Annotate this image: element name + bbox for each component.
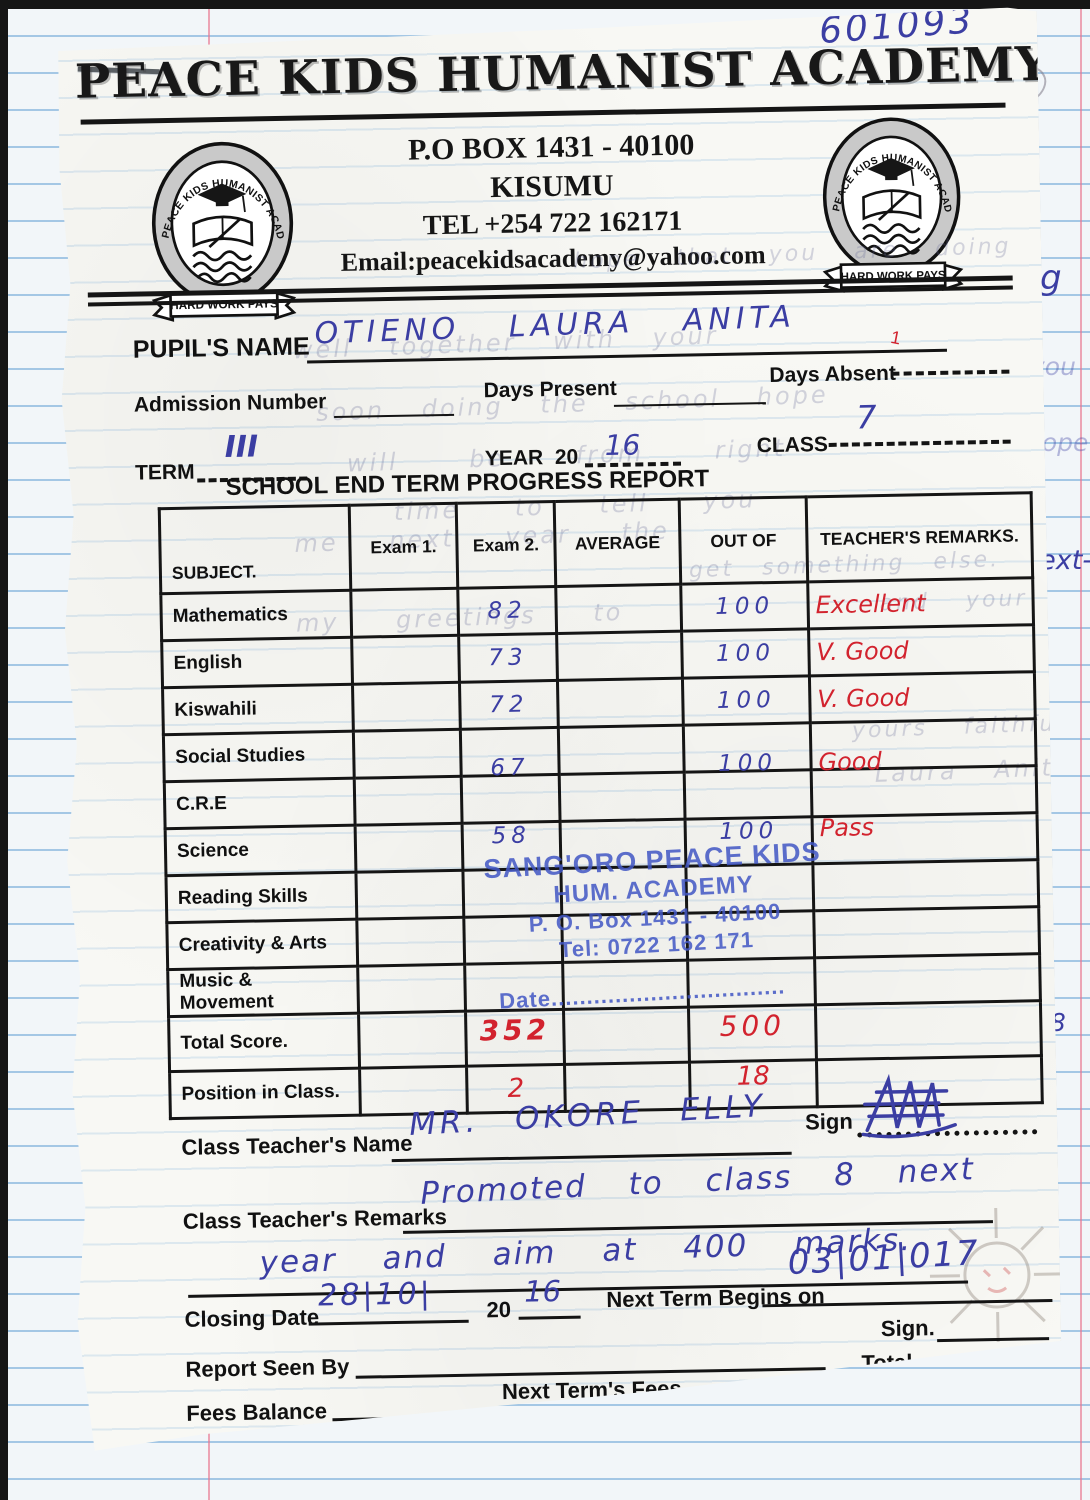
report-card-sheet: 601093 PEACE KIDS HUMANIST ACADEMY P.O B…: [49, 7, 1063, 1467]
report-seen-label: Report Seen By: [185, 1353, 350, 1382]
closing-date-line: [309, 1320, 469, 1326]
teacher-name-line: [392, 1152, 792, 1162]
class-dashes: [829, 440, 1011, 447]
remark-handwritten: V. Good: [817, 683, 910, 714]
outof-handwritten: 100: [715, 639, 776, 668]
graduation-cap-icon: [867, 158, 915, 187]
score-handwritten: 67: [490, 754, 530, 782]
closing-year-prefix: 20: [486, 1296, 512, 1323]
closing-date-value: 28|10|: [317, 1276, 434, 1314]
school-crest: PEACE KIDS HUMANIST ACADEMY: [813, 114, 971, 302]
class-label: CLASS: [756, 432, 829, 458]
term-value: III: [224, 429, 259, 466]
school-name: PEACE KIDS HUMANIST ACADEMY: [74, 36, 1050, 110]
class-value: 7: [855, 398, 877, 437]
col-exam2: Exam 2.: [456, 501, 556, 588]
days-absent-dashes: [891, 370, 1009, 376]
col-remarks: TEACHER'S REMARKS.: [806, 493, 1033, 582]
book-icon: [863, 190, 920, 220]
outof-handwritten: 100: [717, 749, 778, 778]
score-handwritten: 73: [488, 644, 528, 672]
days-present-label: Days Present: [483, 376, 617, 403]
outof-handwritten: 100: [714, 592, 775, 621]
school-crest: PEACE KIDS HUMANIST ACADEMY: [141, 139, 304, 332]
school-logo-right: PEACE KIDS HUMANIST ACADEMY: [813, 114, 971, 307]
book-icon: [193, 216, 251, 247]
pupil-name-label: PUPIL'S NAME: [132, 332, 310, 364]
fees-balance-label: Fees Balance: [186, 1398, 328, 1426]
year-value: 16: [604, 428, 641, 463]
red-ink-mark: 1: [889, 326, 903, 349]
scan-edge-top: [0, 0, 1090, 9]
marks-table-wrap: SUBJECT. Exam 1. Exam 2. AVERAGE OUT OF …: [158, 491, 1044, 1120]
closing-year-line: [519, 1316, 581, 1320]
col-average: AVERAGE: [554, 499, 681, 586]
outof-handwritten: 100: [716, 686, 777, 715]
remark-handwritten: Pass: [819, 813, 875, 843]
school-logo-left: PEACE KIDS HUMANIST ACADEMY: [141, 139, 305, 337]
col-subject: SUBJECT.: [159, 505, 351, 593]
graduation-cap-icon: [197, 183, 246, 213]
waves-icon: [193, 251, 251, 282]
position-handwritten: 2: [507, 1073, 525, 1104]
score-handwritten: 58: [491, 822, 532, 850]
waves-icon: [863, 224, 920, 254]
sun-doodle: [921, 1199, 1074, 1352]
teacher-remarks-line1: Promoted to class 8 next: [419, 1151, 976, 1212]
sign-label: Sign: [804, 1108, 853, 1135]
table-header-row: SUBJECT. Exam 1. Exam 2. AVERAGE OUT OF …: [159, 493, 1032, 594]
remarks-line2-rule: [188, 1281, 968, 1298]
col-exam1: Exam 1.: [349, 503, 458, 590]
days-absent-label: Days Absent: [769, 361, 897, 388]
score-handwritten: 72: [489, 691, 529, 719]
year-prefix: 20: [554, 445, 579, 469]
total-score-handwritten: 352: [479, 1012, 551, 1047]
sign2-label: Sign.: [880, 1315, 935, 1342]
school-rubber-stamp: SANG'ORO PEACE KIDS HUM. ACADEMY P. O. B…: [481, 835, 829, 1015]
notebook-margin-line-right: [1080, 0, 1082, 1500]
col-outof: OUT OF: [679, 497, 808, 584]
teacher-signature: [858, 1067, 969, 1144]
scan-edge-left: [0, 0, 8, 1500]
total-outof-handwritten: 500: [719, 1008, 786, 1043]
score-handwritten: 82: [487, 597, 528, 625]
admission-number-label: Admission Number: [133, 390, 327, 417]
next-term-label: Next Term Begins on: [606, 1283, 825, 1313]
remark-handwritten: Excellent: [815, 589, 926, 620]
remark-handwritten: Good: [818, 747, 882, 777]
closing-date-label: Closing Date: [184, 1304, 320, 1332]
closing-year-value: 16: [523, 1274, 562, 1309]
teacher-name-label: Class Teacher's Name: [181, 1130, 413, 1160]
marks-table: SUBJECT. Exam 1. Exam 2. AVERAGE OUT OF …: [158, 491, 1044, 1120]
remark-handwritten: V. Good: [816, 636, 909, 667]
strip-handwriting: g: [1040, 258, 1062, 298]
